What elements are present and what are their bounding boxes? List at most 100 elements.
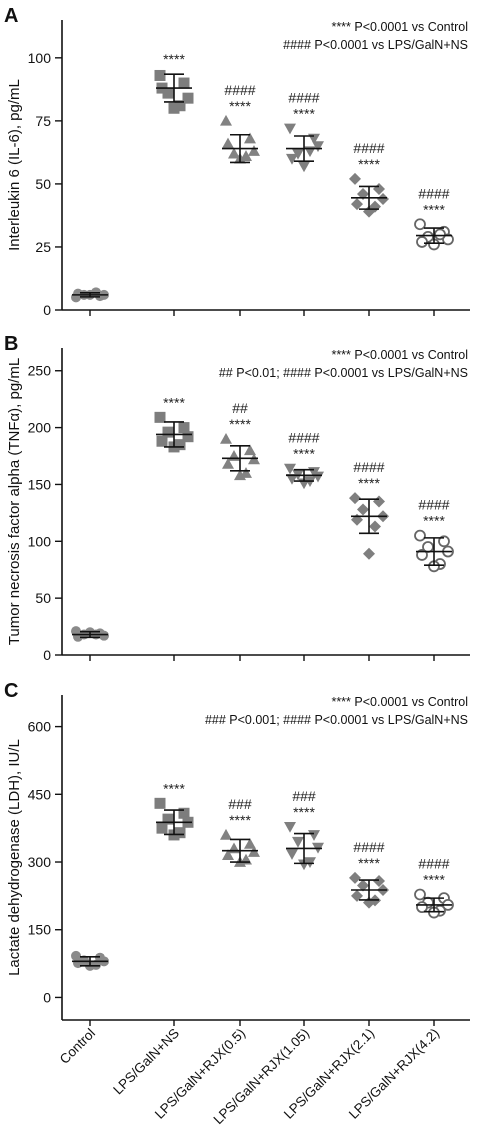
- data-point: [357, 503, 369, 516]
- x-category-label: LPS/GalN+NS: [110, 1026, 182, 1098]
- data-point: [222, 137, 234, 149]
- significance-label: ****: [358, 475, 380, 491]
- data-point: [357, 879, 369, 892]
- data-point: [363, 547, 375, 560]
- significance-label: ****: [423, 872, 445, 888]
- data-point: [292, 836, 304, 848]
- significance-label: ####: [288, 430, 319, 446]
- series-group: [154, 411, 194, 453]
- data-point: [284, 123, 296, 135]
- data-point: [220, 432, 232, 444]
- data-point: [248, 145, 260, 156]
- data-point: [434, 228, 446, 241]
- data-point: [178, 77, 190, 89]
- panel-c: C 0 150 300 450 600 Lactate dehydrogenase (LDH…: [4, 680, 470, 1026]
- data-point: [99, 630, 109, 641]
- significance-label: ####: [353, 459, 384, 475]
- y-tick-label: 450: [28, 786, 52, 802]
- y-tick-label: 600: [28, 719, 52, 735]
- significance-label: ****: [293, 446, 315, 462]
- panel-letter: A: [4, 5, 18, 27]
- data-point: [414, 529, 426, 542]
- x-category-label: Control: [57, 1026, 98, 1067]
- data-point: [416, 236, 428, 248]
- y-tick-label: 300: [28, 854, 52, 870]
- data-point: [286, 153, 298, 165]
- y-tick-label: 250: [28, 363, 52, 379]
- y-tick-label: 150: [28, 922, 52, 938]
- series-group: [71, 950, 109, 971]
- data-point: [156, 822, 168, 834]
- legend-entry: **** P<0.0001 vs Control: [331, 695, 468, 709]
- y-axis-label: Tumor necrosis factor alpha (TNFα), pg/m…: [6, 358, 23, 645]
- data-point: [351, 889, 363, 902]
- data-point: [154, 69, 166, 81]
- significance-label: ###: [292, 788, 316, 804]
- series-group: [414, 529, 454, 573]
- data-point: [222, 849, 234, 861]
- data-point: [174, 100, 186, 112]
- data-point: [351, 198, 363, 211]
- significance-label: ####: [418, 185, 449, 201]
- significance-label: ##: [232, 400, 248, 416]
- data-point: [162, 426, 174, 438]
- series-group: [220, 828, 260, 867]
- significance-label: ####: [224, 82, 255, 98]
- significance-label: ####: [418, 856, 449, 872]
- y-tick-label: 100: [28, 50, 52, 66]
- legend-entry: #### P<0.0001 vs LPS/GalN+NS: [283, 38, 468, 52]
- y-axis-label: Lactate dehydrogenase (LDH), IU/L: [6, 739, 23, 976]
- series-group: [220, 114, 260, 164]
- significance-label: ****: [358, 156, 380, 172]
- data-point: [298, 859, 310, 871]
- data-point: [156, 435, 168, 447]
- series-group: [349, 492, 389, 560]
- legend-entry: ## P<0.01; #### P<0.0001 vs LPS/GalN+NS: [219, 366, 468, 380]
- data-point: [228, 450, 240, 461]
- series-group: [414, 218, 454, 251]
- series-group: [71, 287, 109, 303]
- y-tick-label: 150: [28, 476, 52, 492]
- significance-label: ####: [353, 140, 384, 156]
- series-group: [349, 871, 389, 909]
- significance-label: ****: [358, 855, 380, 871]
- data-point: [244, 444, 256, 456]
- significance-label: ####: [353, 839, 384, 855]
- significance-label: ****: [229, 98, 251, 114]
- data-point: [284, 463, 296, 475]
- data-point: [373, 874, 385, 887]
- y-tick-label: 0: [43, 989, 51, 1005]
- data-point: [162, 813, 174, 825]
- data-point: [377, 193, 389, 206]
- data-point: [154, 797, 166, 809]
- y-tick-label: 25: [35, 239, 51, 255]
- data-point: [174, 827, 186, 839]
- series-group: [220, 432, 260, 481]
- y-tick-label: 0: [43, 647, 51, 663]
- legend-entry: ### P<0.001; #### P<0.0001 vs LPS/GalN+N…: [205, 713, 468, 727]
- significance-label: ****: [163, 780, 185, 796]
- data-point: [349, 492, 361, 505]
- panel-b: B 0 50 100 150 200 250 Tumor necrosis factor al…: [4, 333, 470, 663]
- significance-label: ****: [163, 394, 185, 410]
- significance-label: ****: [229, 416, 251, 432]
- panel-a: A 0 25 50 75 100 Interleukin 6 (IL-6), pg/mL **…: [4, 5, 470, 318]
- significance-label: ****: [293, 105, 315, 121]
- data-point: [438, 535, 450, 548]
- legend-entry: **** P<0.0001 vs Control: [331, 20, 468, 34]
- series-group: [154, 69, 194, 114]
- panel-letter: B: [4, 333, 18, 355]
- data-point: [312, 471, 324, 483]
- panel-letter: C: [4, 680, 18, 702]
- data-point: [244, 132, 256, 144]
- y-axis-label: Interleukin 6 (IL-6), pg/mL: [6, 79, 23, 251]
- data-point: [228, 842, 240, 854]
- data-point: [416, 901, 428, 914]
- y-tick-label: 200: [28, 420, 52, 436]
- data-point: [220, 114, 232, 126]
- data-point: [308, 830, 320, 841]
- data-point: [286, 849, 298, 860]
- data-point: [284, 822, 296, 833]
- data-point: [373, 495, 385, 508]
